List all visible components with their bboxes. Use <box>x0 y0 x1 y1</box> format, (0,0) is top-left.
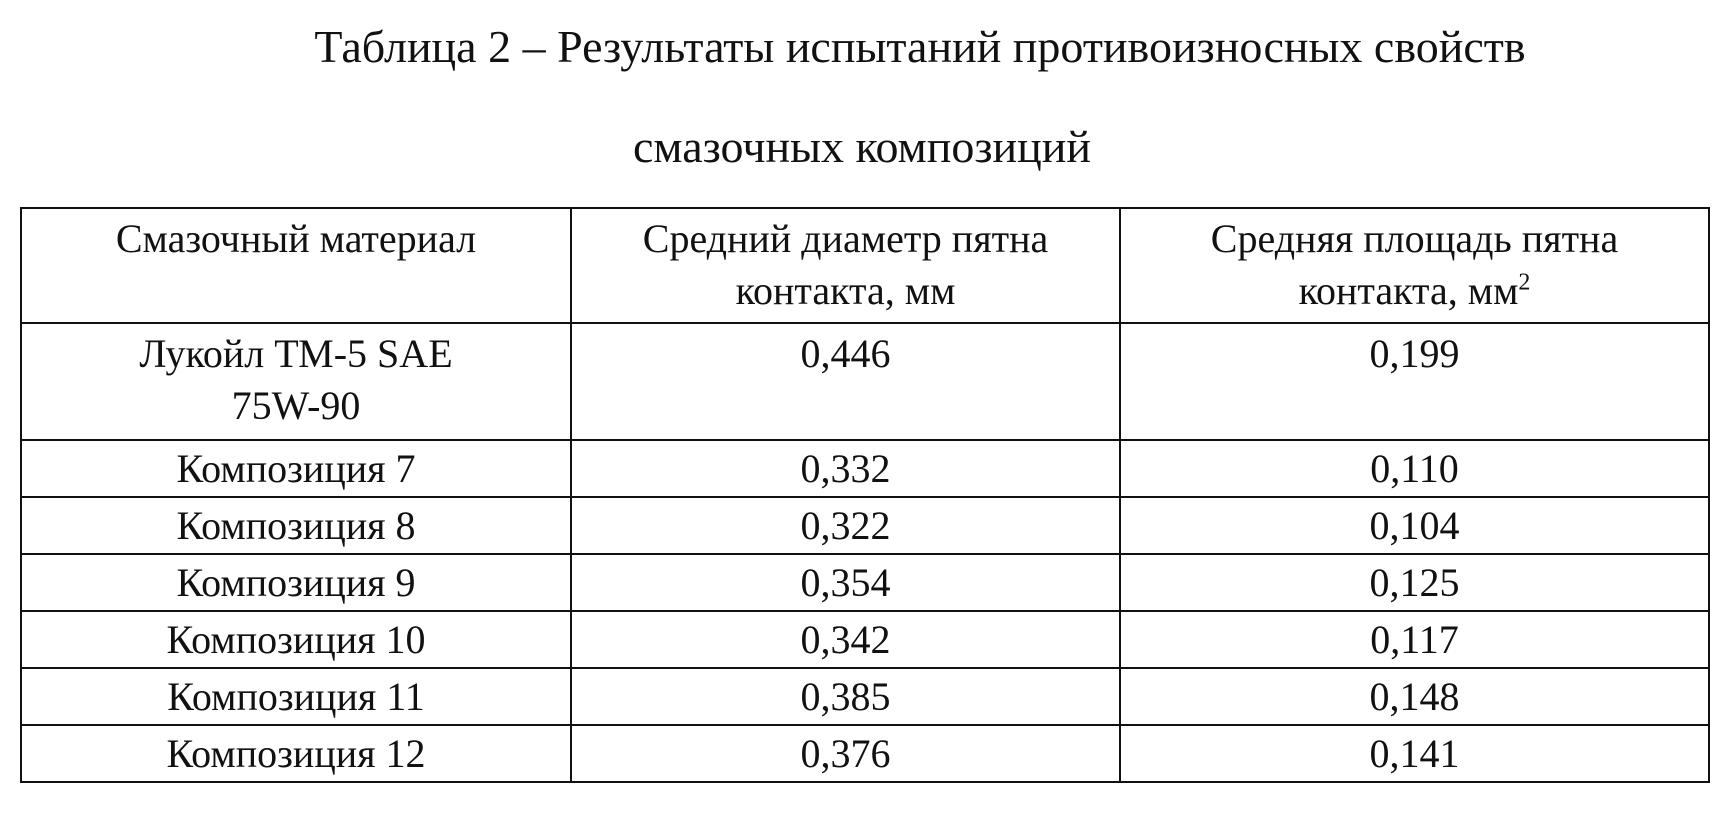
cell-area: 0,117 <box>1120 611 1709 668</box>
cell-diameter: 0,332 <box>571 440 1120 497</box>
cell-area: 0,141 <box>1120 725 1709 782</box>
header-area: Средняя площадь пятна контакта, мм2 <box>1120 208 1709 323</box>
table-row: Композиция 12 0,376 0,141 <box>21 725 1709 782</box>
cell-diameter: 0,376 <box>571 725 1120 782</box>
table-row: Композиция 8 0,322 0,104 <box>21 497 1709 554</box>
cell-area: 0,104 <box>1120 497 1709 554</box>
table-row: Лукойл ТМ-5 SAE 75W-90 0,446 0,199 <box>21 323 1709 440</box>
table-row: Композиция 11 0,385 0,148 <box>21 668 1709 725</box>
header-material: Смазочный материал <box>21 208 571 323</box>
cell-material: Лукойл ТМ-5 SAE 75W-90 <box>21 323 571 440</box>
cell-diameter: 0,342 <box>571 611 1120 668</box>
cell-material: Композиция 11 <box>21 668 571 725</box>
cell-material: Композиция 9 <box>21 554 571 611</box>
cell-material: Композиция 7 <box>21 440 571 497</box>
header-diameter: Средний диаметр пятна контакта, мм <box>571 208 1120 323</box>
cell-area: 0,125 <box>1120 554 1709 611</box>
cell-material: Композиция 8 <box>21 497 571 554</box>
table-row: Композиция 10 0,342 0,117 <box>21 611 1709 668</box>
cell-material: Композиция 12 <box>21 725 571 782</box>
cell-area: 0,148 <box>1120 668 1709 725</box>
table-caption-line-2: смазочных композиций <box>0 122 1724 172</box>
cell-diameter: 0,354 <box>571 554 1120 611</box>
table-row: Композиция 9 0,354 0,125 <box>21 554 1709 611</box>
table-row: Композиция 7 0,332 0,110 <box>21 440 1709 497</box>
cell-material: Композиция 10 <box>21 611 571 668</box>
header-row: Смазочный материал Средний диаметр пятна… <box>21 208 1709 323</box>
cell-diameter: 0,322 <box>571 497 1120 554</box>
cell-diameter: 0,385 <box>571 668 1120 725</box>
results-table: Смазочный материал Средний диаметр пятна… <box>20 207 1710 783</box>
table-caption-line-1: Таблица 2 – Результаты испытаний противо… <box>130 22 1710 72</box>
cell-diameter: 0,446 <box>571 323 1120 440</box>
cell-area: 0,199 <box>1120 323 1709 440</box>
superscript: 2 <box>1518 270 1530 296</box>
cell-area: 0,110 <box>1120 440 1709 497</box>
